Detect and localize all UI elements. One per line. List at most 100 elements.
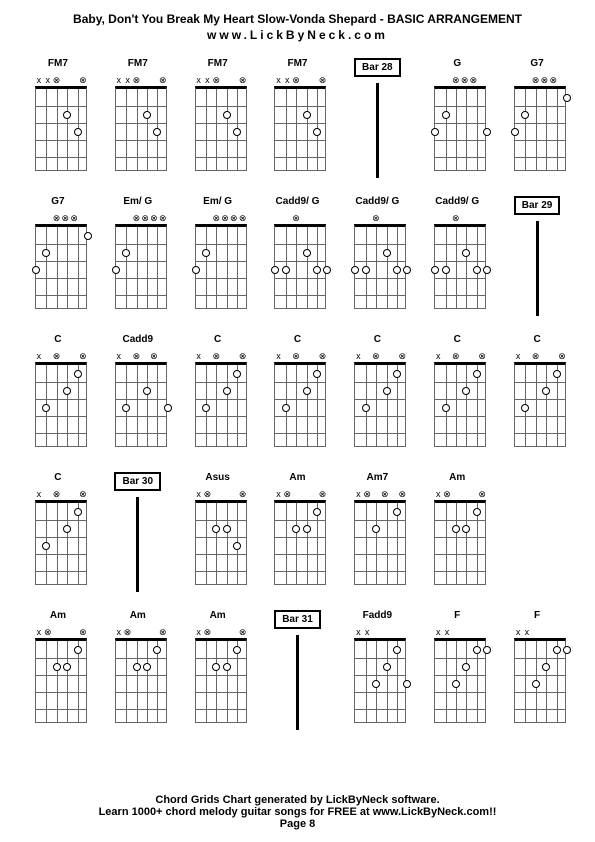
bar-divider [136, 497, 139, 592]
chord-diagram: xx [508, 628, 566, 723]
finger-dot [143, 387, 151, 395]
fretboard [274, 86, 326, 171]
page-header: Baby, Don't You Break My Heart Slow-Vond… [20, 12, 575, 42]
string-marker [53, 628, 61, 638]
string-marker [372, 490, 380, 500]
string-marker: ⊗ [159, 628, 167, 638]
chord-name: FM7 [48, 58, 68, 72]
nut-markers: x⊗⊗ [195, 352, 247, 362]
chord-diagram: ⊗ [268, 214, 326, 309]
string-marker: ⊗ [239, 76, 247, 86]
string-marker: ⊗ [212, 76, 220, 86]
fretboard [434, 362, 486, 447]
finger-dot [532, 680, 540, 688]
string-marker: ⊗ [70, 214, 78, 224]
string-marker [274, 214, 282, 224]
finger-dot [542, 387, 550, 395]
string-marker: ⊗ [532, 352, 540, 362]
finger-dot [303, 387, 311, 395]
string-marker: ⊗ [318, 76, 326, 86]
string-marker: ⊗ [150, 214, 158, 224]
string-marker [70, 628, 78, 638]
finger-dot [74, 646, 82, 654]
chord-cell: Cx⊗⊗ [341, 334, 413, 464]
fretboard [354, 638, 406, 723]
string-marker [532, 628, 540, 638]
finger-dot [383, 663, 391, 671]
chord-name: Em/ G [123, 196, 152, 210]
chord-diagram: x⊗⊗ [189, 352, 247, 447]
string-marker [141, 76, 149, 86]
fretboard [35, 362, 87, 447]
string-marker: ⊗ [549, 76, 557, 86]
string-marker: ⊗ [532, 76, 540, 86]
finger-dot [431, 266, 439, 274]
nut-markers: x⊗⊗ [274, 352, 326, 362]
finger-dot [473, 266, 481, 274]
string-marker [469, 490, 477, 500]
chord-name: Am [50, 610, 66, 624]
chord-diagram: x⊗⊗⊗ [348, 490, 406, 585]
fretboard [514, 638, 566, 723]
chord-cell: Cx⊗⊗ [421, 334, 493, 464]
fretboard [35, 500, 87, 585]
string-marker: x [434, 490, 442, 500]
finger-dot [202, 404, 210, 412]
chord-name: C [533, 334, 540, 348]
fretboard [434, 86, 486, 171]
string-marker [221, 628, 229, 638]
chord-cell: Amx⊗⊗ [102, 610, 174, 740]
nut-markers: xx⊗⊗ [274, 76, 326, 86]
chord-name: Em/ G [203, 196, 232, 210]
fretboard [354, 224, 406, 309]
string-marker: x [115, 628, 123, 638]
chord-name: Fadd9 [363, 610, 392, 624]
finger-dot [442, 266, 450, 274]
bar-divider [376, 83, 379, 178]
string-marker: x [443, 628, 451, 638]
string-marker [390, 490, 398, 500]
finger-dot [473, 646, 481, 654]
chord-cell: Cx⊗⊗ [22, 334, 94, 464]
string-marker [443, 214, 451, 224]
string-marker: ⊗ [79, 76, 87, 86]
chord-name: C [54, 472, 61, 486]
chord-diagram: x⊗⊗ [189, 490, 247, 585]
string-marker: ⊗ [398, 490, 406, 500]
finger-dot [212, 663, 220, 671]
string-marker: x [514, 628, 522, 638]
chord-cell: G7⊗⊗⊗ [501, 58, 573, 188]
string-marker [390, 628, 398, 638]
finger-dot [431, 128, 439, 136]
chord-diagram: ⊗⊗⊗⊗ [109, 214, 167, 309]
finger-dot [42, 542, 50, 550]
string-marker: x [274, 490, 282, 500]
finger-dot [442, 111, 450, 119]
bar-cell: Bar 29 [501, 196, 573, 326]
string-marker: ⊗ [221, 214, 229, 224]
finger-dot [521, 111, 529, 119]
string-marker [212, 628, 220, 638]
chord-cell: Cadd9/ G⊗ [341, 196, 413, 326]
string-marker: ⊗ [558, 352, 566, 362]
string-marker [301, 490, 309, 500]
chord-name: Am [289, 472, 305, 486]
chord-diagram: x⊗⊗ [348, 352, 406, 447]
string-marker [390, 214, 398, 224]
fretboard [115, 638, 167, 723]
string-marker: x [35, 490, 43, 500]
string-marker: ⊗ [132, 214, 140, 224]
finger-dot [74, 508, 82, 516]
string-marker [540, 628, 548, 638]
nut-markers: x⊗⊗ [514, 352, 566, 362]
chord-diagram: x⊗⊗ [428, 352, 486, 447]
song-title: Baby, Don't You Break My Heart Slow-Vond… [20, 12, 575, 26]
string-marker [354, 214, 362, 224]
bar-label: Bar 28 [354, 58, 401, 77]
finger-dot [53, 663, 61, 671]
string-marker [310, 490, 318, 500]
string-marker [203, 352, 211, 362]
string-marker [443, 352, 451, 362]
string-marker: ⊗ [203, 490, 211, 500]
nut-markers: x⊗⊗ [115, 352, 167, 362]
